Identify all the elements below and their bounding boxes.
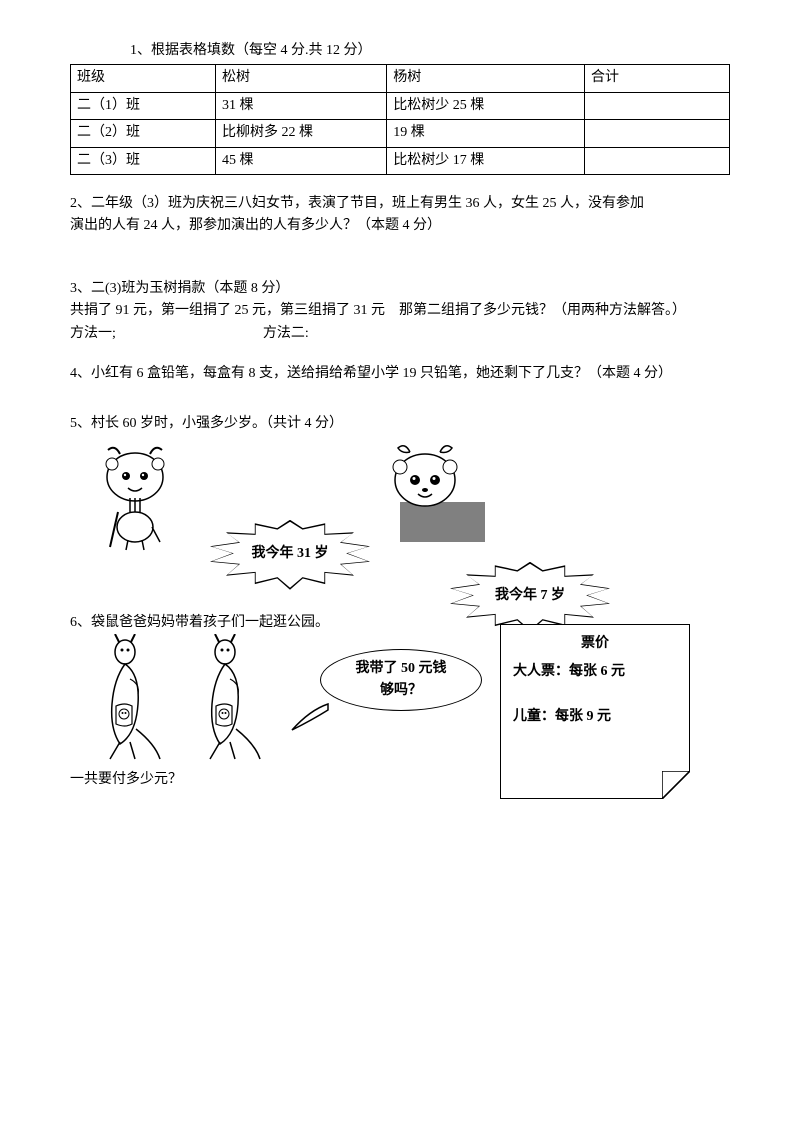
- q3: 3、二(3)班为玉树捐款（本题 8 分） 共捐了 91 元，第一组捐了 25 元…: [70, 278, 730, 345]
- price-adult: 大人票：每张 6 元: [513, 661, 677, 683]
- q4-text: 4、小红有 6 盒铅笔，每盒有 8 支，送给捐给希望小学 19 只铅笔，她还剩下…: [70, 363, 730, 385]
- table-row: 二（3）班 45 棵 比松树少 17 棵: [71, 147, 730, 174]
- cell: 比柳树多 22 棵: [215, 120, 386, 147]
- price-title: 票价: [513, 633, 677, 655]
- cell: [584, 120, 729, 147]
- q1-table: 班级 松树 杨树 合计 二（1）班 31 棵 比松树少 25 棵 二（2）班 比…: [70, 64, 730, 175]
- burst2-text: 我今年 7 岁: [452, 564, 608, 630]
- speech-line1: 我带了 50 元钱: [356, 658, 447, 680]
- q6-final: 一共要付多少元？: [70, 769, 182, 791]
- method2-label: 方法二:: [263, 326, 309, 341]
- cell: 二（1）班: [71, 92, 216, 119]
- speech-tail-icon: [290, 702, 330, 732]
- cell: 比松树少 25 棵: [387, 92, 585, 119]
- q3-line2: 共捐了 91 元，第一组捐了 25 元，第三组捐了 31 元 那第二组捐了多少元…: [70, 300, 730, 322]
- th-pine: 松树: [215, 65, 386, 92]
- cell: 19 棵: [387, 120, 585, 147]
- q3-methods: 方法一; 方法二:: [70, 323, 730, 345]
- th-class: 班级: [71, 65, 216, 92]
- q2-line1: 2、二年级（3）班为庆祝三八妇女节，表演了节目，班上有男生 36 人，女生 25…: [70, 193, 730, 215]
- q2: 2、二年级（3）班为庆祝三八妇女节，表演了节目，班上有男生 36 人，女生 25…: [70, 193, 730, 238]
- cell: [584, 147, 729, 174]
- q5: 5、村长 60 岁时，小强多少岁。（共计 4 分）: [70, 413, 730, 631]
- method1-label: 方法一;: [70, 326, 116, 341]
- cell: 比松树少 17 棵: [387, 147, 585, 174]
- q1-title: 1、根据表格填数（每空 4 分.共 12 分）: [130, 40, 730, 62]
- q6-area: 我带了 50 元钱 够吗？ 票价 大人票：每张 6 元 儿童：每张 9 元 一共…: [70, 624, 730, 864]
- elder-sheep-icon: [90, 442, 180, 552]
- table-row: 二（2）班 比柳树多 22 棵 19 棵: [71, 120, 730, 147]
- cell: 31 棵: [215, 92, 386, 119]
- q3-line1: 3、二(3)班为玉树捐款（本题 8 分）: [70, 278, 730, 300]
- speech-burst-young: 我今年 7 岁: [450, 562, 610, 632]
- speech-burst-elder: 我今年 31 岁: [210, 520, 370, 590]
- q4: 4、小红有 6 盒铅笔，每盒有 8 支，送给捐给希望小学 19 只铅笔，她还剩下…: [70, 363, 730, 385]
- table-row: 班级 松树 杨树 合计: [71, 65, 730, 92]
- th-poplar: 杨树: [387, 65, 585, 92]
- q5-title: 5、村长 60 岁时，小强多少岁。（共计 4 分）: [70, 413, 730, 435]
- page-fold-icon: [662, 771, 690, 799]
- cell: 二（2）班: [71, 120, 216, 147]
- price-box: 票价 大人票：每张 6 元 儿童：每张 9 元: [500, 624, 690, 799]
- cell: 45 棵: [215, 147, 386, 174]
- cell: 二（3）班: [71, 147, 216, 174]
- speech-line2: 够吗？: [356, 680, 447, 702]
- th-total: 合计: [584, 65, 729, 92]
- cell: [584, 92, 729, 119]
- speech-bubble: 我带了 50 元钱 够吗？: [320, 649, 482, 711]
- burst1-text: 我今年 31 岁: [212, 522, 368, 588]
- q2-line2: 演出的人有 24 人，那参加演出的人有多少人？（本题 4 分）: [70, 215, 730, 237]
- young-sheep-icon: [370, 442, 490, 552]
- kangaroo-icon: [80, 634, 170, 764]
- price-child: 儿童：每张 9 元: [513, 706, 677, 728]
- table-row: 二（1）班 31 棵 比松树少 25 棵: [71, 92, 730, 119]
- kangaroo-icon: [180, 634, 270, 764]
